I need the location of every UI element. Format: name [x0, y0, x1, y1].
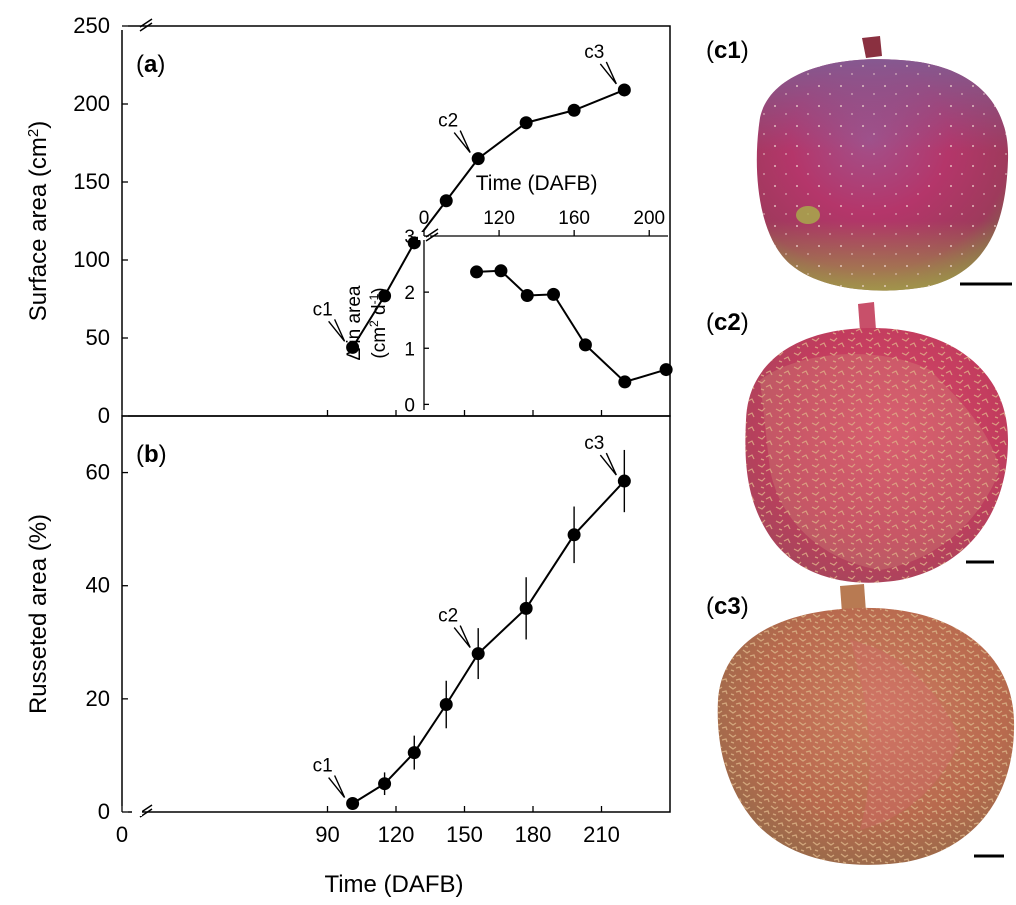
ylabel-b: Russeted area (%)	[25, 514, 52, 714]
inset-xtick-label: 120	[483, 208, 515, 229]
ytick-label-a: 250	[73, 13, 110, 38]
inset-data-point	[547, 287, 561, 301]
inset-ytick-label: 2	[404, 283, 415, 304]
data-point-b	[617, 474, 631, 488]
data-point-a	[439, 194, 453, 208]
stem-c2	[858, 302, 876, 331]
xtick-label-b: 90	[315, 822, 339, 847]
ytick-label-a: 100	[73, 247, 110, 272]
annotation-c2-a-label: c2	[438, 111, 458, 132]
panel-label-a: (a)	[136, 51, 165, 78]
data-point-b	[439, 698, 453, 712]
annotation-c3-a-label: c3	[584, 42, 604, 63]
inset-xlabel: Time (DAFB)	[476, 172, 598, 195]
data-point-a	[567, 103, 581, 117]
inset-ytick-label: 0	[404, 395, 415, 416]
annotation-c2-b-arrow	[453, 625, 471, 649]
inset-data-point	[494, 264, 508, 278]
xtick-label-b: 120	[378, 822, 415, 847]
inset-data-point	[618, 375, 632, 389]
inset-ylabel-1: Δ in area	[344, 285, 365, 360]
series-line-a	[351, 89, 625, 348]
inset-xtick-label: 0	[419, 208, 430, 229]
panel-b: 0 20 40 60 0 90 120 150 180 210 Time (DAFB) Russete…	[25, 415, 671, 898]
photo-c1	[756, 36, 1012, 291]
inset-data-point	[578, 338, 592, 352]
annotation-c1-a-arrow	[328, 319, 346, 342]
data-point-a	[346, 340, 360, 354]
xtick-label-b: 150	[446, 822, 483, 847]
annotation-c2-b-label: c2	[438, 606, 458, 627]
data-point-b	[378, 777, 392, 791]
ytick-label-a: 200	[73, 91, 110, 116]
photo-c2	[745, 302, 1008, 583]
data-point-b	[519, 601, 533, 615]
ylabel-a: Surface area (cm2)	[25, 121, 53, 321]
xlabel-b: Time (DAFB)	[324, 871, 463, 898]
annotation-c1-b-arrow	[328, 775, 346, 798]
inset-ytick-label: 1	[404, 339, 415, 360]
photo-label-c1: (c1)	[706, 37, 749, 64]
stem-c1	[862, 36, 882, 58]
data-point-a	[471, 152, 485, 166]
inset-data-point	[520, 288, 534, 302]
ytick-label-b: 40	[86, 573, 110, 598]
xtick-label-b: 210	[583, 822, 620, 847]
data-point-b	[471, 647, 485, 661]
series-line-b	[352, 480, 626, 805]
data-point-b	[346, 797, 360, 811]
stem-c3	[840, 584, 866, 613]
annotation-c1-a-label: c1	[313, 299, 333, 320]
inset-xtick-label: 160	[558, 208, 590, 229]
inset-xtick-label: 200	[633, 208, 665, 229]
xtick-label-b: 180	[515, 822, 552, 847]
ytick-label-a: 150	[73, 169, 110, 194]
inset-ytick-label: 3	[404, 227, 415, 248]
inset-chart: 0 120 160 200 Time (DAFB) 0 1 2 3 Δ in area (cm2 d…	[344, 172, 673, 416]
annotation-c3-b-arrow	[599, 452, 617, 476]
axis-break	[139, 18, 153, 32]
photo-label-c2: (c2)	[706, 309, 749, 336]
inset-data-point	[659, 363, 673, 377]
photo-label-c3: (c3)	[706, 593, 749, 620]
ytick-label-b: 20	[86, 686, 110, 711]
data-point-a	[617, 83, 631, 97]
ytick-label-a: 0	[98, 403, 110, 428]
ytick-label-a: 50	[86, 325, 110, 350]
data-point-a	[519, 116, 533, 130]
inset-ylabel-2: (cm2 d-1)	[367, 287, 390, 358]
annotation-c2-a-arrow	[453, 130, 471, 154]
ytick-label-b: 60	[86, 460, 110, 485]
panel-label-b: (b)	[136, 441, 167, 468]
inset-data-point	[470, 265, 484, 279]
data-point-b	[567, 528, 581, 542]
xtick-label-b: 0	[116, 822, 128, 847]
annotation-c3-a-arrow	[599, 61, 617, 85]
data-point-a	[378, 289, 392, 303]
annotation-c3-b-label: c3	[584, 433, 604, 454]
ytick-label-b: 0	[98, 799, 110, 824]
panel-b-frame	[121, 415, 671, 813]
annotation-c1-b-label: c1	[313, 756, 333, 777]
data-point-b	[407, 746, 421, 760]
photo-c3	[717, 584, 1015, 865]
data-point-a	[407, 236, 421, 250]
